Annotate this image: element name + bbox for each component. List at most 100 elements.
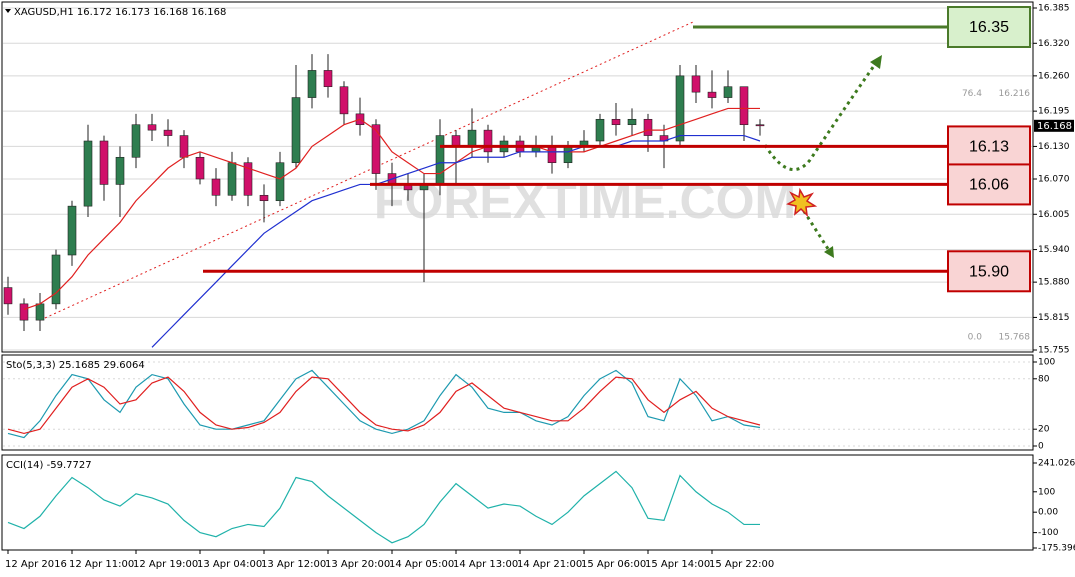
bullish-arrowhead	[870, 55, 882, 69]
candle-body	[723, 86, 733, 98]
candle-body	[227, 162, 237, 196]
fib-trendline	[44, 21, 694, 319]
x-tick-label: 13 Apr 12:00	[261, 559, 326, 570]
series-line	[7, 369, 761, 439]
level-label: 16.13	[969, 139, 1009, 156]
y-tick-label: 241.0262	[1038, 459, 1075, 469]
y-tick-label: 16.070	[1038, 175, 1070, 185]
x-tick-label: 14 Apr 21:00	[517, 559, 582, 570]
candle-body	[275, 162, 285, 202]
y-tick-label: 16.130	[1038, 142, 1070, 152]
candle-body	[739, 86, 749, 126]
fib-level: 76.4	[962, 89, 982, 99]
series-line	[23, 107, 760, 310]
candle-body	[691, 75, 701, 93]
y-tick-label: 16.385	[1038, 4, 1070, 14]
x-tick-label: 15 Apr 14:00	[645, 559, 710, 570]
level-label: 15.90	[969, 264, 1009, 281]
background-layer: FOREXTIME.COM	[3, 7, 1032, 447]
candle-body	[115, 156, 125, 185]
series-line	[151, 134, 761, 348]
candle-body	[547, 146, 557, 164]
chart-title: XAGUSD,H1 16.172 16.173 16.168 16.168	[14, 7, 226, 18]
level-box	[947, 6, 1031, 48]
candle-body	[179, 135, 189, 158]
candle-body	[67, 205, 77, 256]
candle-body	[259, 194, 269, 202]
stochastic-title: Sto(5,3,3) 25.1685 29.6064	[6, 360, 145, 371]
series-line	[7, 470, 760, 544]
y-tick-label: 100	[1038, 358, 1055, 368]
level-box	[947, 250, 1031, 293]
y-tick-label: -100	[1038, 528, 1059, 538]
candle-body	[595, 118, 605, 142]
candle-body	[371, 124, 381, 174]
level-box	[947, 125, 1031, 168]
x-tick-label: 14 Apr 13:00	[453, 559, 518, 570]
candle-body	[307, 70, 317, 98]
y-tick-label: 16.005	[1038, 210, 1070, 220]
candle-body	[195, 156, 205, 180]
candle-body	[483, 129, 493, 153]
y-tick-label: 100	[1038, 487, 1055, 497]
candle-body	[611, 118, 621, 126]
y-tick-label: 15.940	[1038, 245, 1070, 255]
y-tick-label: 16.260	[1038, 71, 1070, 81]
bearish-arrowhead	[824, 246, 834, 258]
y-tick-label: 15.815	[1038, 313, 1070, 323]
candle-body	[627, 118, 637, 126]
breakout-burst	[786, 187, 818, 218]
level-box	[947, 163, 1031, 206]
candle-body	[19, 303, 29, 321]
x-tick-label: 12 Apr 19:00	[133, 559, 198, 570]
fib-level: 0.0	[968, 332, 983, 342]
candle-body	[451, 135, 461, 147]
stochastic-panel-frame	[1, 354, 1034, 451]
candle-body	[323, 70, 333, 88]
candle-body	[163, 129, 173, 136]
fib-price: 16.216	[999, 89, 1031, 99]
candle-body	[707, 91, 717, 98]
candle-body	[211, 178, 221, 196]
y-tick-label: 15.755	[1038, 346, 1070, 356]
candle-body	[131, 124, 141, 158]
candle-body	[755, 124, 765, 127]
cci-title: CCI(14) -59.7727	[6, 460, 92, 471]
y-tick-label: -175.396	[1038, 544, 1075, 554]
x-tick-label: 13 Apr 04:00	[197, 559, 262, 570]
candle-body	[147, 124, 157, 131]
candle-body	[35, 303, 45, 321]
candle-body	[563, 146, 573, 164]
candle-body	[3, 287, 13, 305]
x-tick-label: 12 Apr 11:00	[69, 559, 134, 570]
cci-panel-frame	[1, 454, 1034, 551]
candle-body	[675, 75, 685, 142]
bullish-arrow	[763, 59, 880, 171]
last-price-box	[1034, 119, 1074, 132]
candle-body	[51, 254, 61, 305]
candle-body	[99, 140, 109, 185]
level-label: 16.35	[969, 19, 1009, 36]
candle-body	[291, 97, 301, 164]
candle-body	[435, 135, 445, 185]
candle-body	[643, 118, 653, 136]
y-tick-label: 16.195	[1038, 107, 1070, 117]
x-tick-label: 13 Apr 20:00	[325, 559, 390, 570]
y-tick-label: 80	[1038, 374, 1050, 384]
candle-body	[339, 86, 349, 115]
y-tick-label: 0	[1038, 442, 1044, 452]
y-tick-label: 20	[1038, 425, 1050, 435]
y-tick-label: 15.880	[1038, 278, 1070, 288]
last-price-label: 16.168	[1037, 121, 1072, 132]
candle-body	[83, 140, 93, 207]
fib-price: 15.768	[999, 332, 1031, 342]
price-panel-frame	[1, 1, 1034, 353]
series-line	[7, 376, 761, 435]
y-tick-label: 0.00	[1038, 508, 1058, 518]
x-tick-label: 12 Apr 2016	[5, 559, 67, 570]
x-tick-label: 14 Apr 05:00	[389, 559, 454, 570]
x-tick-label: 15 Apr 06:00	[581, 559, 646, 570]
x-tick-label: 15 Apr 22:00	[709, 559, 774, 570]
